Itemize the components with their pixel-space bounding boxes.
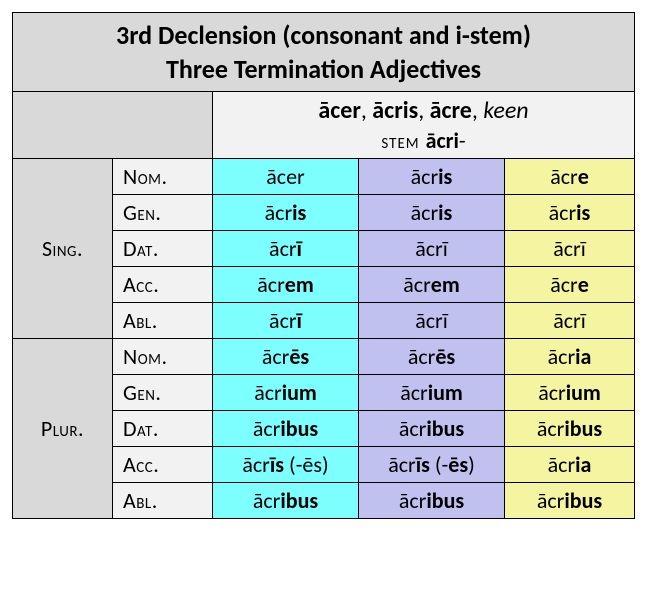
table-row: Sing.Nom.ācerācrisācre xyxy=(13,159,635,195)
form-plur-acc-m: ācrīs (-ēs) xyxy=(213,447,359,483)
form-plur-nom-m: ācrēs xyxy=(213,339,359,375)
stem-dash: - xyxy=(459,127,466,154)
title-line1: 3rd Declension (consonant and i-stem) xyxy=(13,13,635,53)
form-sing-nom-f: ācris xyxy=(359,159,505,195)
form-plur-dat-n: ācribus xyxy=(505,411,635,447)
form-sing-abl-m: ācrī xyxy=(213,303,359,339)
number-label-sing: Sing. xyxy=(13,159,113,339)
case-label-acc: Acc. xyxy=(113,447,213,483)
case-label-abl: Abl. xyxy=(113,483,213,519)
table-row: Plur.Nom.ācrēsācrēsācria xyxy=(13,339,635,375)
form-plur-nom-f: ācrēs xyxy=(359,339,505,375)
form-plur-abl-n: ācribus xyxy=(505,483,635,519)
form-plur-abl-f: ācribus xyxy=(359,483,505,519)
form-sing-gen-f: ācris xyxy=(359,195,505,231)
form-sing-acc-f: ācrem xyxy=(359,267,505,303)
title-row-2: Three Termination Adjectives xyxy=(13,52,635,92)
case-label-dat: Dat. xyxy=(113,231,213,267)
header-stem: stem ācri- xyxy=(213,126,635,159)
form-plur-dat-f: ācribus xyxy=(359,411,505,447)
header-word1: ācer xyxy=(318,96,361,125)
form-sing-acc-n: ācre xyxy=(505,267,635,303)
stem-label: stem xyxy=(381,127,425,154)
header-blank xyxy=(13,92,213,159)
case-label-nom: Nom. xyxy=(113,339,213,375)
declension-table: 3rd Declension (consonant and i-stem) Th… xyxy=(12,12,635,519)
header-gloss: keen xyxy=(483,96,528,125)
header-word2: ācris xyxy=(372,96,418,125)
form-sing-abl-f: ācrī xyxy=(359,303,505,339)
form-sing-abl-n: ācrī xyxy=(505,303,635,339)
case-label-abl: Abl. xyxy=(113,303,213,339)
number-label-plur: Plur. xyxy=(13,339,113,519)
form-plur-gen-n: ācrium xyxy=(505,375,635,411)
case-label-gen: Gen. xyxy=(113,375,213,411)
case-label-gen: Gen. xyxy=(113,195,213,231)
case-label-acc: Acc. xyxy=(113,267,213,303)
form-plur-acc-n: ācria xyxy=(505,447,635,483)
form-plur-gen-f: ācrium xyxy=(359,375,505,411)
form-sing-dat-n: ācrī xyxy=(505,231,635,267)
form-sing-dat-m: ācrī xyxy=(213,231,359,267)
form-plur-acc-f: ācrīs (-ēs) xyxy=(359,447,505,483)
header-forms: ācer, ācris, ācre, keen xyxy=(213,92,635,127)
form-sing-nom-n: ācre xyxy=(505,159,635,195)
form-sing-dat-f: ācrī xyxy=(359,231,505,267)
form-plur-gen-m: ācrium xyxy=(213,375,359,411)
case-label-nom: Nom. xyxy=(113,159,213,195)
case-label-dat: Dat. xyxy=(113,411,213,447)
title-line2: Three Termination Adjectives xyxy=(13,52,635,92)
header-word3: ācre xyxy=(430,96,472,125)
title-row-1: 3rd Declension (consonant and i-stem) xyxy=(13,13,635,53)
form-sing-gen-n: ācris xyxy=(505,195,635,231)
form-sing-nom-m: ācer xyxy=(213,159,359,195)
form-sing-gen-m: ācris xyxy=(213,195,359,231)
form-plur-nom-n: ācria xyxy=(505,339,635,375)
form-plur-dat-m: ācribus xyxy=(213,411,359,447)
header-row-1: ācer, ācris, ācre, keen xyxy=(13,92,635,127)
stem-bold: ācri xyxy=(426,127,459,154)
form-sing-acc-m: ācrem xyxy=(213,267,359,303)
form-plur-abl-m: ācribus xyxy=(213,483,359,519)
